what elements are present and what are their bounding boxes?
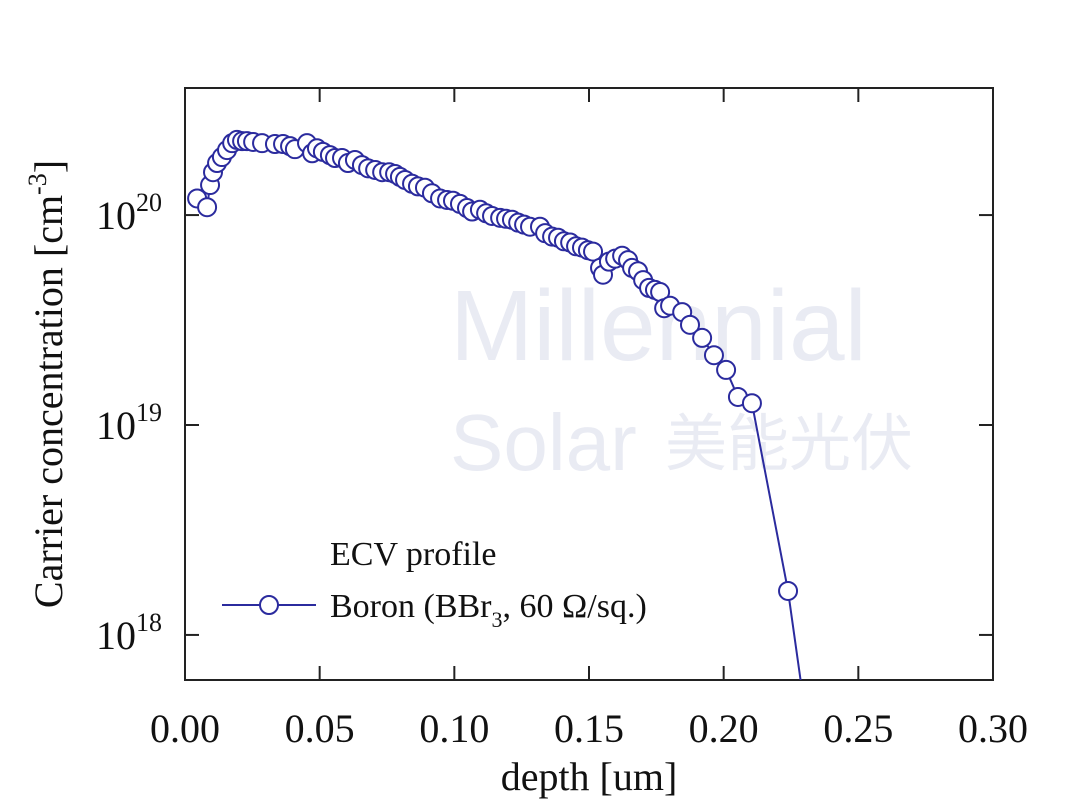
- data-point: [692, 327, 713, 348]
- y-tick-label: 1019: [96, 398, 162, 448]
- data-point: [197, 197, 218, 218]
- y-axis-label: Carrier concentration [cm-3]: [23, 160, 71, 608]
- legend-title: ECV profile: [330, 536, 497, 573]
- x-axis-label: depth [um]: [501, 754, 678, 799]
- x-tick-label: 0.00: [150, 706, 220, 751]
- data-point: [680, 314, 700, 335]
- data-point: [716, 359, 737, 380]
- x-tick-label: 0.15: [554, 706, 624, 751]
- watermark: Solar: [450, 398, 637, 487]
- data-point: [583, 241, 604, 262]
- y-tick-label: 1018: [96, 608, 162, 658]
- data-point: [703, 345, 724, 366]
- data-point: [794, 689, 812, 707]
- watermark: 美能光伏: [665, 410, 913, 479]
- x-tick-label: 0.25: [823, 706, 893, 751]
- data-point: [741, 393, 762, 414]
- x-tick-label: 0.10: [419, 706, 489, 751]
- x-tick-label: 0.05: [285, 706, 355, 751]
- legend-marker: [259, 595, 279, 615]
- x-tick-label: 0.30: [958, 706, 1028, 751]
- legend-label: Boron (BBr3, 60 Ω/sq.): [330, 588, 647, 632]
- data-point: [778, 580, 799, 601]
- plot-area: [187, 129, 812, 707]
- x-tick-label: 0.20: [689, 706, 759, 751]
- y-tick-label: 1020: [96, 188, 162, 238]
